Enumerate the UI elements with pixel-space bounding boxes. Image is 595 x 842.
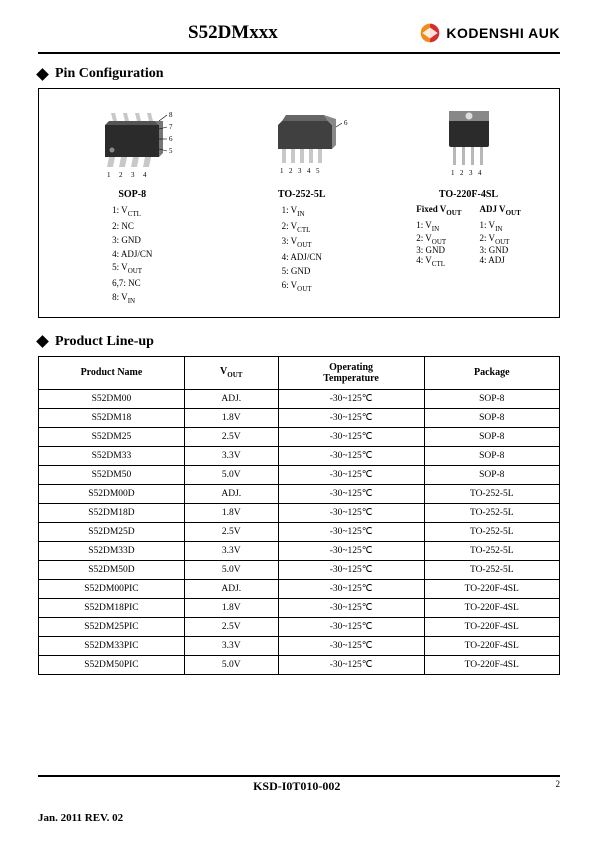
sop8-package-icon: 1 2 3 4 5 6 7 8 bbox=[77, 103, 187, 183]
pin-config-box: 1 2 3 4 5 6 7 8 SOP-8 1: VCTL 2: NC bbox=[38, 88, 560, 318]
table-row: S52DM00ADJ.-30~125℃SOP-8 bbox=[39, 389, 560, 408]
svg-text:4: 4 bbox=[307, 167, 311, 175]
table-row: S52DM25D2.5V-30~125℃TO-252-5L bbox=[39, 522, 560, 541]
svg-text:7: 7 bbox=[169, 123, 173, 131]
doc-id: KSD-I0T010-002 bbox=[253, 779, 340, 794]
svg-text:2: 2 bbox=[289, 167, 293, 175]
brand-text: KODENSHI AUK bbox=[446, 25, 560, 41]
section-lineup: Product Line-up bbox=[38, 334, 560, 350]
page-number: 2 bbox=[556, 779, 561, 794]
table-row: S52DM505.0V-30~125℃SOP-8 bbox=[39, 465, 560, 484]
table-row: S52DM00DADJ.-30~125℃TO-252-5L bbox=[39, 484, 560, 503]
diamond-bullet-icon bbox=[36, 68, 49, 81]
brand-logo: KODENSHI AUK bbox=[419, 22, 560, 44]
to252-name: TO-252-5L bbox=[278, 189, 326, 200]
table-row: S52DM18PIC1.8V-30~125℃TO-220F-4SL bbox=[39, 598, 560, 617]
table-row: S52DM333.3V-30~125℃SOP-8 bbox=[39, 446, 560, 465]
revision: Jan. 2011 REV. 02 bbox=[38, 812, 560, 824]
diamond-bullet-icon bbox=[36, 335, 49, 348]
to220-name: TO-220F-4SL bbox=[439, 189, 498, 200]
svg-text:8: 8 bbox=[169, 111, 173, 119]
lineup-table: Product NameVOUTOperatingTemperaturePack… bbox=[38, 356, 560, 675]
section-title-pin: Pin Configuration bbox=[55, 66, 164, 82]
svg-text:4: 4 bbox=[478, 169, 482, 177]
table-row: S52DM33PIC3.3V-30~125℃TO-220F-4SL bbox=[39, 636, 560, 655]
table-row: S52DM181.8V-30~125℃SOP-8 bbox=[39, 408, 560, 427]
svg-text:4: 4 bbox=[143, 171, 147, 179]
table-row: S52DM18D1.8V-30~125℃TO-252-5L bbox=[39, 503, 560, 522]
kodenshi-logo-icon bbox=[419, 22, 441, 44]
page-title: S52DMxxx bbox=[188, 22, 278, 44]
svg-text:3: 3 bbox=[469, 169, 473, 177]
package-sop8: 1 2 3 4 5 6 7 8 SOP-8 1: VCTL 2: NC bbox=[77, 103, 187, 307]
svg-text:5: 5 bbox=[169, 147, 173, 155]
sop8-name: SOP-8 bbox=[118, 189, 146, 200]
package-to252: 1 2 3 4 5 6 TO-252-5L 1: VIN 2: VCTL 3: … bbox=[252, 103, 352, 307]
to252-pinlist: 1: VIN 2: VCTL 3: VOUT 4: ADJ/CN 5: GND … bbox=[282, 204, 322, 294]
svg-text:1: 1 bbox=[451, 169, 455, 177]
sop8-pinlist: 1: VCTL 2: NC 3: GND 4: ADJ/CN 5: VOUT 6… bbox=[112, 204, 152, 307]
svg-text:1: 1 bbox=[280, 167, 284, 175]
table-header: Package bbox=[424, 356, 559, 389]
to220-pinlist: Fixed VOUT 1: VIN 2: VOUT 3: GND 4: VCTL… bbox=[416, 204, 521, 268]
table-header: OperatingTemperature bbox=[278, 356, 424, 389]
page-footer: KSD-I0T010-002 2 Jan. 2011 REV. 02 bbox=[38, 775, 560, 824]
section-title-lineup: Product Line-up bbox=[55, 334, 154, 350]
svg-text:2: 2 bbox=[460, 169, 464, 177]
svg-text:6: 6 bbox=[344, 119, 348, 127]
divider bbox=[38, 52, 560, 54]
svg-text:3: 3 bbox=[131, 171, 135, 179]
package-to220: 1 2 3 4 TO-220F-4SL Fixed VOUT 1: VIN 2:… bbox=[416, 103, 521, 307]
to220-package-icon: 1 2 3 4 bbox=[423, 103, 513, 183]
table-row: S52DM50D5.0V-30~125℃TO-252-5L bbox=[39, 560, 560, 579]
table-row: S52DM00PICADJ.-30~125℃TO-220F-4SL bbox=[39, 579, 560, 598]
section-pin-config: Pin Configuration bbox=[38, 66, 560, 82]
table-row: S52DM33D3.3V-30~125℃TO-252-5L bbox=[39, 541, 560, 560]
svg-text:6: 6 bbox=[169, 135, 173, 143]
table-header: Product Name bbox=[39, 356, 185, 389]
table-header: VOUT bbox=[184, 356, 278, 389]
table-row: S52DM25PIC2.5V-30~125℃TO-220F-4SL bbox=[39, 617, 560, 636]
svg-text:5: 5 bbox=[316, 167, 320, 175]
table-row: S52DM50PIC5.0V-30~125℃TO-220F-4SL bbox=[39, 655, 560, 674]
page-header: S52DMxxx KODENSHI AUK bbox=[38, 22, 560, 44]
svg-text:3: 3 bbox=[298, 167, 302, 175]
table-row: S52DM252.5V-30~125℃SOP-8 bbox=[39, 427, 560, 446]
to252-package-icon: 1 2 3 4 5 6 bbox=[252, 103, 352, 183]
svg-text:1: 1 bbox=[107, 171, 111, 179]
svg-text:2: 2 bbox=[119, 171, 123, 179]
